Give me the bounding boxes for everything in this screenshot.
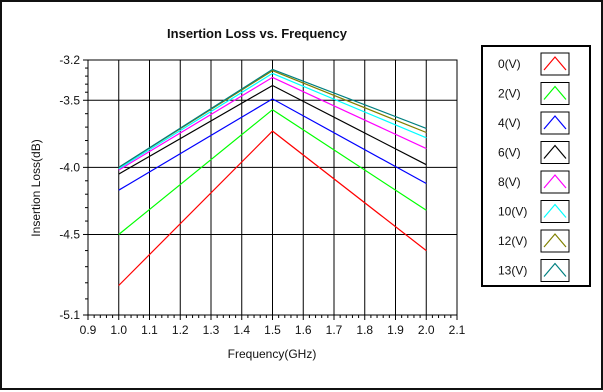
legend-box: [481, 45, 591, 287]
x-tick-label: 1.0: [110, 323, 127, 337]
x-axis: 0.9 1.0 1.1 1.2 1.3 1.4 1.5 1.6 1.7 1.8 1.9 2.0 2.1: [80, 315, 466, 337]
y-tick-label: -4.5: [59, 227, 80, 241]
series-line-8: [118, 68, 427, 168]
legend-swatch-line: [543, 233, 567, 248]
chart-title: Insertion Loss vs. Frequency: [167, 26, 348, 41]
grid: [88, 60, 457, 315]
y-axis-title: Insertion Loss(dB): [29, 139, 43, 236]
legend-label: 2(V): [498, 87, 521, 101]
x-tick-label: 1.4: [233, 323, 250, 337]
series-line-6: [118, 72, 427, 170]
legend-swatch-line: [543, 144, 567, 159]
x-axis-title: Frequency(GHz): [228, 347, 317, 361]
x-tick-label: 1.1: [141, 323, 158, 337]
legend-label: 8(V): [498, 175, 521, 189]
x-tick-label: 2.1: [449, 323, 466, 337]
y-axis: -3.2 -3.5 -4.0 -4.5 -5.1: [59, 53, 88, 322]
legend-label: 0(V): [498, 57, 521, 71]
legend-swatch-line: [543, 115, 567, 130]
legend-swatch-line: [543, 85, 567, 100]
x-tick-label: 1.6: [295, 323, 312, 337]
legend-label: 10(V): [498, 205, 527, 219]
legend: 0(V) 2(V) 4(V) 6(V) 8(V) 10(V) 12(V) 13(V): [498, 52, 570, 282]
series-line-1: [118, 130, 427, 286]
y-tick-label: -5.1: [59, 308, 80, 322]
x-tick-label: 1.2: [172, 323, 189, 337]
legend-label: 13(V): [498, 264, 527, 278]
legend-swatch-box: [540, 111, 570, 135]
x-tick-label: 1.5: [264, 323, 281, 337]
legend-swatch-box: [540, 141, 570, 164]
y-tick-label: -4.0: [59, 160, 80, 174]
y-tick-label: -3.2: [59, 53, 80, 67]
x-tick-label: 1.9: [387, 323, 404, 337]
legend-swatch-box: [540, 52, 570, 76]
legend-label: 12(V): [498, 234, 527, 248]
legend-swatch-line: [543, 203, 567, 218]
legend-swatch-line: [543, 56, 567, 71]
legend-swatch-box: [540, 170, 570, 194]
series-lines: [118, 68, 427, 286]
x-tick-label: 1.3: [203, 323, 220, 337]
legend-swatch-box: [540, 229, 570, 253]
legend-label: 6(V): [498, 146, 521, 160]
y-tick-label: -3.5: [59, 93, 80, 107]
series-line-4: [118, 84, 427, 175]
x-tick-label: 1.8: [356, 323, 373, 337]
legend-swatch-line: [543, 262, 567, 277]
x-tick-label: 0.9: [80, 323, 97, 337]
series-line-5: [118, 76, 427, 171]
legend-label: 4(V): [498, 116, 521, 130]
x-tick-label: 1.7: [326, 323, 343, 337]
x-tick-label: 2.0: [418, 323, 435, 337]
legend-swatch-line: [543, 174, 567, 189]
series-line-3: [118, 98, 427, 191]
legend-swatch-box: [540, 200, 570, 223]
legend-swatch-box: [540, 259, 570, 282]
legend-swatch-box: [540, 82, 570, 105]
series-line-2: [118, 108, 427, 235]
